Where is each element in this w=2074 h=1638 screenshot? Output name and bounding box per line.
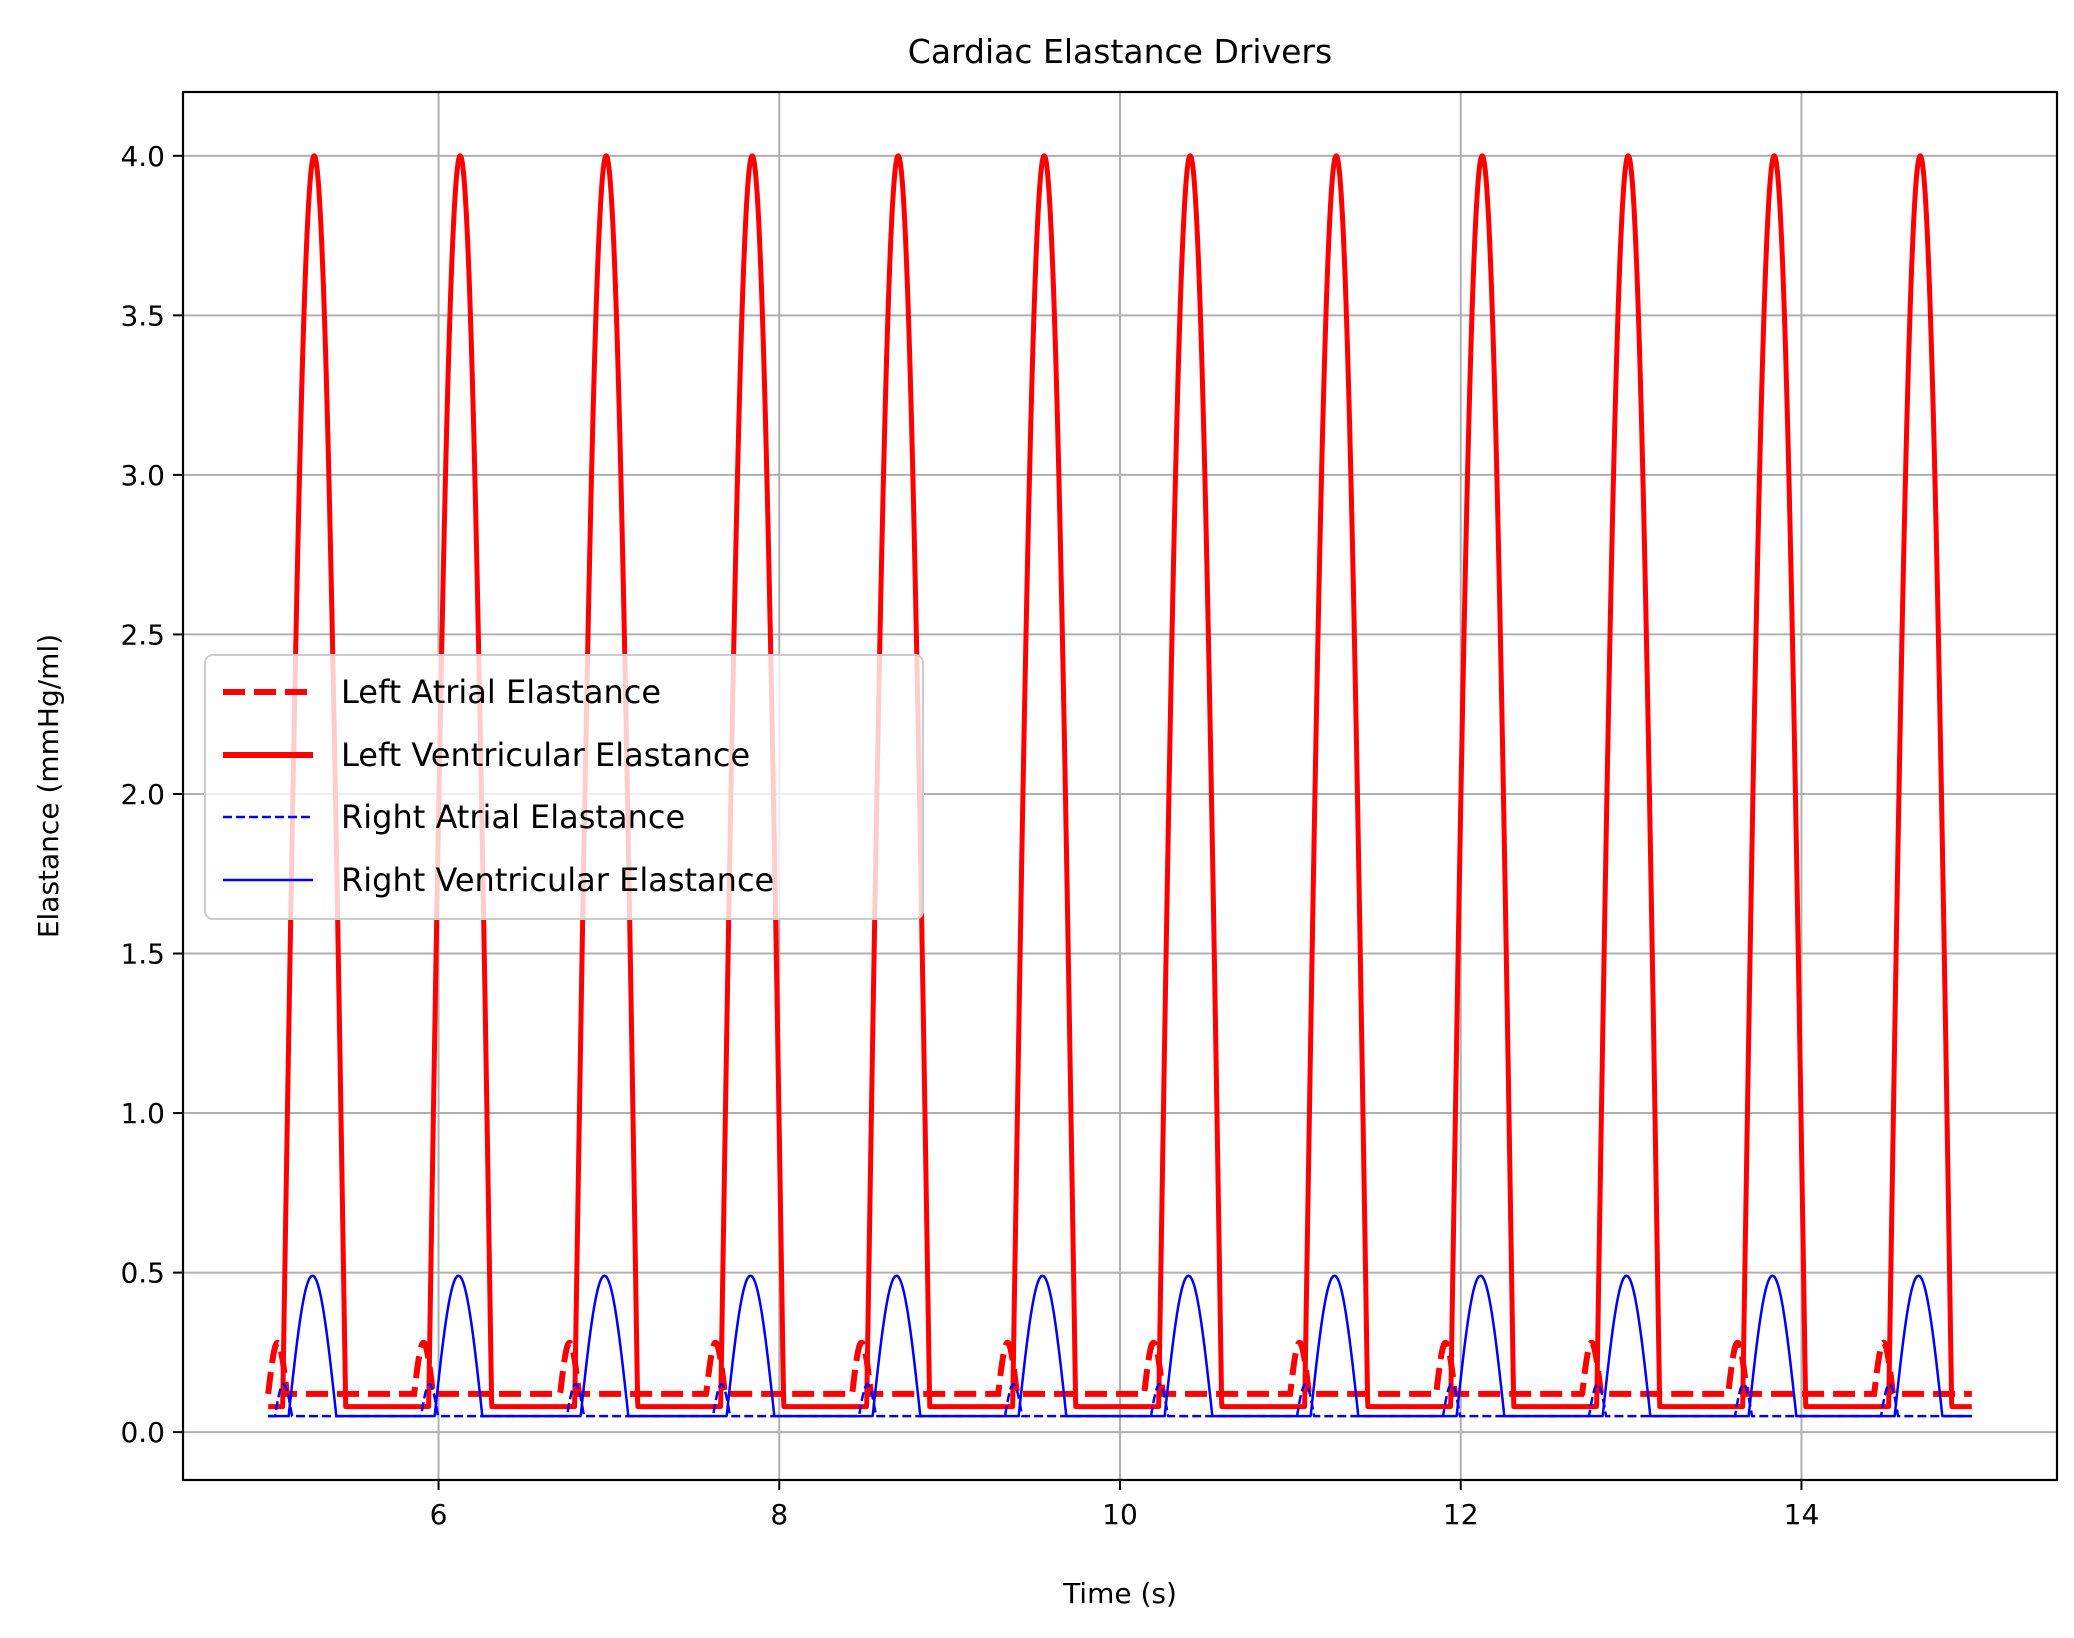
- y-tick-label: 0.0: [120, 1416, 165, 1449]
- legend-label-right-atrial: Right Atrial Elastance: [341, 798, 685, 836]
- y-tick-label: 4.0: [120, 140, 165, 173]
- series-layer: [265, 153, 1975, 1418]
- y-tick-label: 1.0: [120, 1097, 165, 1130]
- grid: [183, 92, 2057, 1480]
- legend: Left Atrial Elastance Left Ventricular E…: [204, 654, 924, 920]
- x-tick-label: 6: [430, 1498, 448, 1531]
- y-tick-label: 1.5: [120, 938, 165, 971]
- legend-label-left-ventricular: Left Ventricular Elastance: [341, 736, 750, 774]
- y-tick-label: 2.0: [120, 778, 165, 811]
- legend-box: [204, 654, 924, 920]
- y-axis-label: Elastance (mmHg/ml): [32, 634, 65, 938]
- series-left-ventricular-elastance: [265, 153, 1975, 1410]
- x-tick-label: 10: [1102, 1498, 1138, 1531]
- ticks: 6 8 10 12 14 0.0 0.5 1.0 1.5 2.0 2.5 3.0 3.5 4.0: [120, 140, 1819, 1531]
- x-axis-label: Time (s): [1062, 1577, 1177, 1610]
- legend-label-right-ventricular: Right Ventricular Elastance: [341, 861, 774, 899]
- x-tick-label: 8: [770, 1498, 788, 1531]
- y-tick-label: 3.0: [120, 459, 165, 492]
- y-tick-label: 2.5: [120, 618, 165, 651]
- y-tick-label: 3.5: [120, 299, 165, 332]
- x-tick-label: 12: [1443, 1498, 1479, 1531]
- legend-label-left-atrial: Left Atrial Elastance: [341, 673, 661, 711]
- y-tick-label: 0.5: [120, 1257, 165, 1290]
- chart-title: Cardiac Elastance Drivers: [908, 32, 1332, 71]
- series-left-atrial-elastance: [265, 1339, 1972, 1397]
- series-right-atrial-elastance: [268, 1383, 1972, 1418]
- x-tick-label: 14: [1784, 1498, 1820, 1531]
